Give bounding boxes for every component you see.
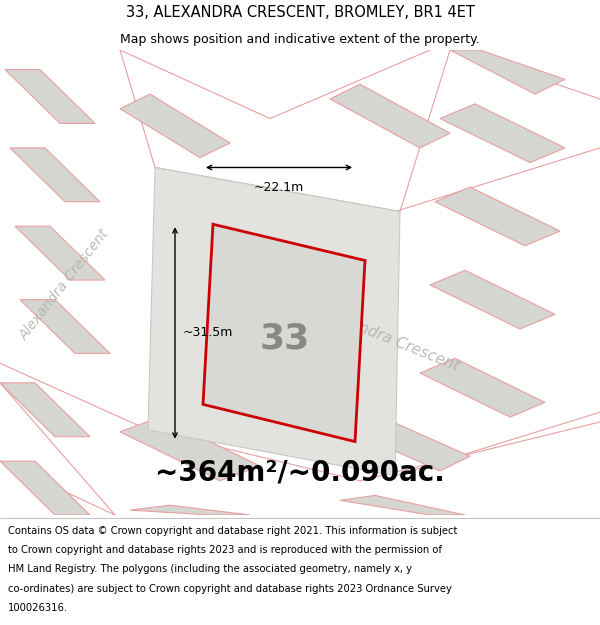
Polygon shape: [0, 461, 90, 515]
Text: co-ordinates) are subject to Crown copyright and database rights 2023 Ordnance S: co-ordinates) are subject to Crown copyr…: [8, 584, 452, 594]
Polygon shape: [203, 224, 365, 442]
Text: 33, ALEXANDRA CRESCENT, BROMLEY, BR1 4ET: 33, ALEXANDRA CRESCENT, BROMLEY, BR1 4ET: [125, 5, 475, 20]
Polygon shape: [120, 417, 260, 481]
Polygon shape: [20, 299, 110, 354]
Text: Alexandra Crescent: Alexandra Crescent: [17, 227, 112, 343]
Polygon shape: [430, 270, 555, 329]
Text: ~364m²/~0.090ac.: ~364m²/~0.090ac.: [155, 459, 445, 487]
Polygon shape: [148, 168, 400, 476]
Polygon shape: [10, 148, 100, 202]
Text: Alexandra Crescent: Alexandra Crescent: [318, 304, 462, 374]
Text: Map shows position and indicative extent of the property.: Map shows position and indicative extent…: [120, 32, 480, 46]
Polygon shape: [330, 84, 450, 148]
Polygon shape: [330, 408, 470, 471]
Polygon shape: [130, 505, 250, 515]
Polygon shape: [440, 104, 565, 162]
Polygon shape: [450, 50, 565, 94]
Polygon shape: [15, 226, 105, 280]
Polygon shape: [0, 383, 90, 437]
Polygon shape: [435, 187, 560, 246]
Polygon shape: [420, 358, 545, 417]
Text: 33: 33: [260, 322, 310, 356]
Text: ~31.5m: ~31.5m: [183, 326, 233, 339]
Text: HM Land Registry. The polygons (including the associated geometry, namely x, y: HM Land Registry. The polygons (includin…: [8, 564, 412, 574]
Text: 100026316.: 100026316.: [8, 603, 68, 613]
Text: ~22.1m: ~22.1m: [254, 181, 304, 194]
Text: Contains OS data © Crown copyright and database right 2021. This information is : Contains OS data © Crown copyright and d…: [8, 526, 457, 536]
Polygon shape: [5, 69, 95, 123]
Polygon shape: [340, 496, 465, 515]
Polygon shape: [120, 94, 230, 158]
Text: to Crown copyright and database rights 2023 and is reproduced with the permissio: to Crown copyright and database rights 2…: [8, 545, 442, 555]
